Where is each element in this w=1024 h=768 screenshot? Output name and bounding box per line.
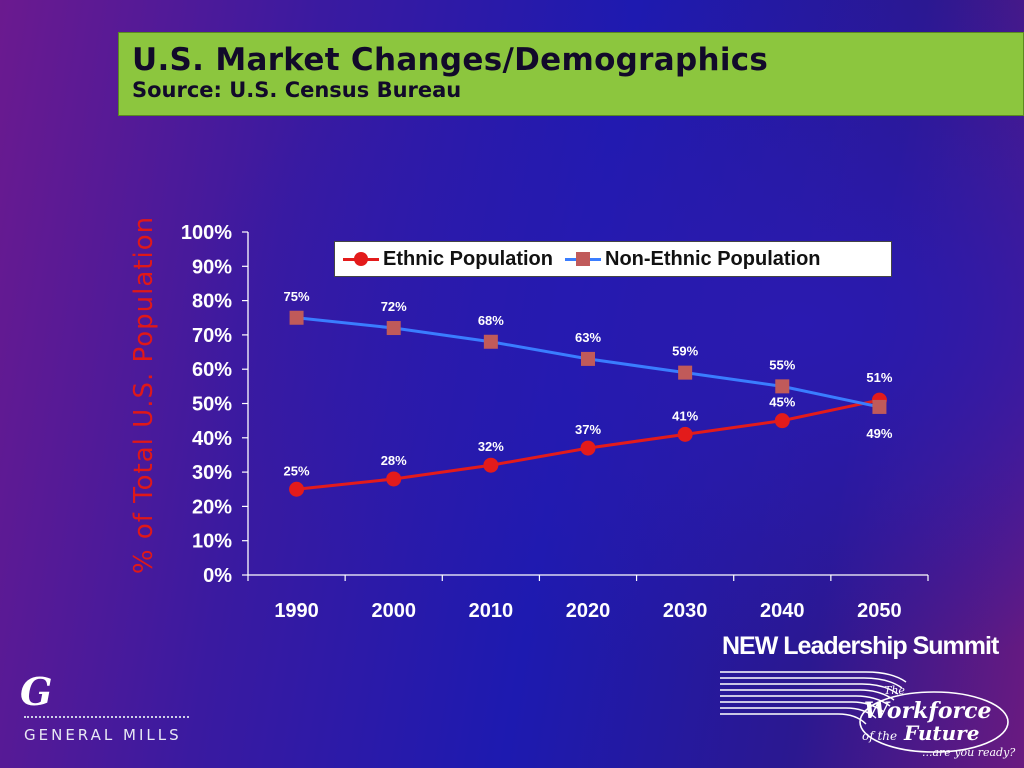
x-tick-label: 2030	[663, 600, 708, 622]
data-label: 28%	[381, 453, 407, 468]
workforce-future-emblem-icon: The Workforce of the Future ...are you r…	[720, 671, 1015, 759]
logo-dotted-divider	[24, 716, 189, 718]
legend-label-ethnic: Ethnic Population	[383, 247, 553, 270]
legend-marker-non-ethnic	[565, 249, 601, 269]
legend-marker-ethnic	[343, 249, 379, 269]
data-label: 68%	[478, 313, 504, 328]
x-tick-label: 2050	[857, 600, 902, 622]
y-tick-label: 40%	[192, 428, 232, 450]
x-tick-label: 2020	[566, 600, 611, 622]
general-mills-logo: G GENERAL MILLS	[20, 672, 195, 752]
data-label: 49%	[866, 426, 892, 441]
title-box: U.S. Market Changes/Demographics Source:…	[118, 32, 1024, 116]
data-point-0	[386, 471, 402, 487]
legend-label-non-ethnic: Non-Ethnic Population	[605, 247, 821, 270]
y-tick-label: 60%	[192, 359, 232, 381]
page-subtitle: Source: U.S. Census Bureau	[132, 78, 462, 102]
data-label: 55%	[769, 357, 795, 372]
y-tick-label: 100%	[181, 222, 232, 244]
y-tick-label: 30%	[192, 462, 232, 484]
summit-title: NEW Leadership Summit	[722, 632, 999, 660]
data-point-0	[774, 413, 790, 429]
y-tick-label: 0%	[203, 565, 232, 587]
data-label: 59%	[672, 344, 698, 359]
data-label: 51%	[866, 370, 892, 385]
data-point-1	[678, 365, 693, 380]
svg-text:The: The	[884, 684, 905, 697]
x-tick-label: 2040	[760, 600, 805, 622]
data-point-1	[289, 310, 304, 325]
y-tick-label: 90%	[192, 256, 232, 278]
x-tick-label: 1990	[274, 600, 319, 622]
y-tick-label: 10%	[192, 531, 232, 553]
summit-question: ...are you ready?	[922, 746, 1015, 759]
chart-legend: Ethnic Population Non-Ethnic Population	[334, 241, 892, 277]
data-point-1	[483, 334, 498, 349]
data-label: 37%	[575, 422, 601, 437]
y-tick-label: 70%	[192, 325, 232, 347]
svg-text:Workforce: Workforce	[864, 698, 992, 724]
data-label: 45%	[769, 395, 795, 410]
data-point-0	[483, 457, 499, 473]
legend-item-ethnic: Ethnic Population	[343, 248, 553, 271]
svg-text:Future: Future	[903, 721, 979, 745]
legend-item-non-ethnic: Non-Ethnic Population	[565, 248, 821, 271]
data-label: 32%	[478, 439, 504, 454]
data-point-1	[581, 351, 595, 366]
svg-text:of the: of the	[862, 729, 897, 743]
y-tick-label: 50%	[192, 394, 232, 416]
data-point-1	[872, 399, 887, 414]
general-mills-wordmark: GENERAL MILLS	[24, 726, 182, 744]
data-point-0	[580, 440, 596, 456]
y-tick-label: 80%	[192, 291, 232, 313]
data-label: 25%	[284, 463, 310, 478]
y-tick-label: 20%	[192, 496, 232, 518]
page-title: U.S. Market Changes/Demographics	[132, 42, 769, 78]
data-label: 72%	[381, 299, 407, 314]
data-point-1	[775, 379, 790, 394]
data-point-0	[677, 426, 693, 442]
data-label: 41%	[672, 408, 698, 423]
data-label: 63%	[575, 330, 601, 345]
x-tick-label: 2010	[469, 600, 514, 622]
general-mills-g-icon: G	[20, 669, 53, 714]
data-point-1	[386, 321, 401, 336]
data-point-0	[289, 481, 305, 497]
leadership-summit-logo: NEW Leadership Summit The Workforce of t…	[716, 630, 1016, 760]
data-label: 75%	[284, 289, 310, 304]
x-tick-label: 2000	[371, 600, 416, 622]
